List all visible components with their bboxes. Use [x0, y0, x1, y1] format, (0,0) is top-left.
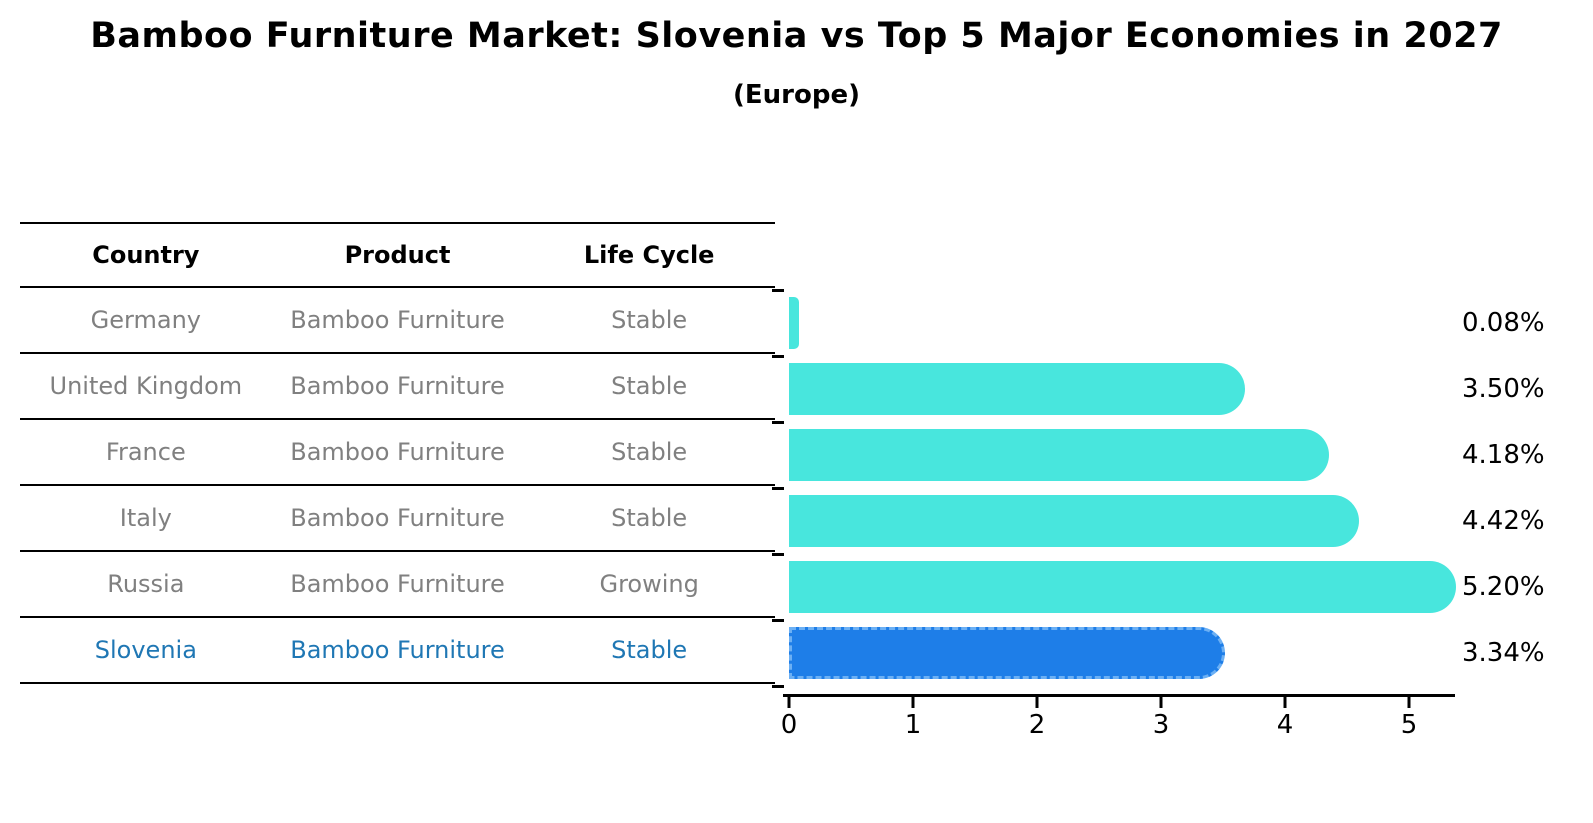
x-tick — [1407, 697, 1411, 708]
value-label: 5.20% — [1462, 572, 1545, 602]
lifecycle-cell: Stable — [611, 306, 688, 334]
column-header: Life Cycle — [583, 241, 715, 269]
product-cell: Bamboo Furniture — [290, 570, 505, 598]
table-body: Germany Bamboo Furniture Stable United King… — [20, 288, 775, 684]
value-label: 4.18% — [1462, 440, 1545, 470]
value-label: 4.42% — [1462, 506, 1545, 536]
x-axis-line — [783, 694, 1455, 697]
country-cell: United Kingdom — [49, 372, 243, 400]
y-tick — [772, 685, 784, 688]
x-tick — [1283, 697, 1287, 708]
product-cell: Bamboo Furniture — [290, 504, 505, 532]
lifecycle-cell: Growing — [599, 570, 699, 598]
x-tick-label: 2 — [1028, 710, 1046, 740]
country-cell: Russia — [107, 570, 185, 598]
lifecycle-cell: Stable — [611, 438, 688, 466]
product-cell: Bamboo Furniture — [290, 438, 505, 466]
bar — [789, 363, 1245, 415]
value-label: 3.34% — [1462, 638, 1545, 668]
bar-plot-area — [789, 290, 1559, 686]
column-header: Product — [344, 241, 451, 269]
x-tick-label: 1 — [904, 710, 922, 740]
y-tick — [772, 289, 784, 292]
y-tick — [772, 619, 784, 622]
product-cell: Bamboo Furniture — [290, 306, 505, 334]
lifecycle-cell: Stable — [611, 636, 688, 664]
country-cell: Germany — [90, 306, 201, 334]
y-tick — [772, 487, 784, 490]
x-tick-label: 3 — [1152, 710, 1170, 740]
table-row: Germany Bamboo Furniture Stable — [20, 288, 775, 354]
country-cell: Italy — [119, 504, 172, 532]
value-label: 3.50% — [1462, 374, 1545, 404]
x-tick — [1035, 697, 1039, 708]
product-cell: Bamboo Furniture — [290, 372, 505, 400]
y-tick — [772, 421, 784, 424]
product-cell: Bamboo Furniture — [290, 636, 505, 664]
x-tick-label: 5 — [1400, 710, 1418, 740]
table-row: France Bamboo Furniture Stable — [20, 420, 775, 486]
country-table: Country Product Life Cycle Germany Bamboo F… — [20, 222, 775, 684]
y-tick — [772, 355, 784, 358]
x-tick-label: 4 — [1276, 710, 1294, 740]
x-tick — [1159, 697, 1163, 708]
x-tick — [911, 697, 915, 708]
x-tick-label: 0 — [780, 710, 798, 740]
chart-title: Bamboo Furniture Market: Slovenia vs Top… — [90, 16, 1503, 56]
bar — [789, 429, 1330, 481]
x-axis: 0 1 2 3 4 5 — [781, 694, 1455, 754]
table-row: Russia Bamboo Furniture Growing — [20, 552, 775, 618]
table-header-row: Country Product Life Cycle — [20, 222, 775, 288]
chart-subtitle: (Europe) — [733, 80, 860, 110]
y-tick — [772, 553, 784, 556]
table-row: Slovenia Bamboo Furniture Stable — [20, 618, 775, 684]
bar — [789, 297, 799, 349]
country-cell: Slovenia — [94, 636, 197, 664]
lifecycle-cell: Stable — [611, 504, 688, 532]
bar-slovenia — [789, 627, 1226, 679]
table-row: United Kingdom Bamboo Furniture Stable — [20, 354, 775, 420]
bar — [789, 561, 1456, 613]
bar — [789, 495, 1360, 547]
value-label: 0.08% — [1462, 308, 1545, 338]
lifecycle-cell: Stable — [611, 372, 688, 400]
table-row: Italy Bamboo Furniture Stable — [20, 486, 775, 552]
column-header: Country — [92, 241, 200, 269]
x-tick — [787, 697, 791, 708]
country-cell: France — [105, 438, 186, 466]
